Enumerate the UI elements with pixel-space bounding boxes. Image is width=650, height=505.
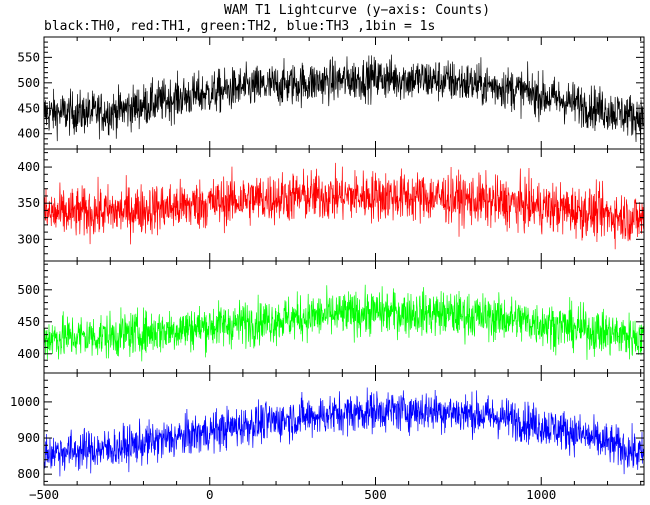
series-line-th0 bbox=[44, 54, 644, 144]
y-tick-label: 500 bbox=[17, 282, 40, 297]
x-tick-label: 500 bbox=[364, 487, 387, 502]
x-tick-label: −500 bbox=[29, 487, 59, 502]
y-tick-label: 900 bbox=[17, 430, 40, 445]
y-tick-label: 500 bbox=[17, 75, 40, 90]
y-tick-label: 400 bbox=[17, 126, 40, 141]
y-tick-label: 450 bbox=[17, 314, 40, 329]
y-tick-label: 300 bbox=[17, 231, 40, 246]
y-tick-label: 400 bbox=[17, 159, 40, 174]
y-tick-label: 1000 bbox=[10, 394, 40, 409]
x-tick-label: 0 bbox=[206, 487, 214, 502]
y-tick-label: 800 bbox=[17, 466, 40, 481]
y-tick-label: 400 bbox=[17, 346, 40, 361]
chart-title: WAM T1 Lightcurve (y−axis: Counts) bbox=[224, 3, 490, 18]
y-tick-label: 550 bbox=[17, 49, 40, 64]
panel-th2: 400 450 500 bbox=[17, 260, 645, 374]
y-tick-label: 350 bbox=[17, 195, 40, 210]
series-line-th3 bbox=[44, 387, 644, 477]
series-line-th1 bbox=[44, 162, 644, 250]
panel-th1: 300 350 400 bbox=[17, 148, 645, 262]
chart-subtitle: black:TH0, red:TH1, green:TH2, blue:TH3 … bbox=[44, 19, 435, 34]
x-tick-label: 1000 bbox=[526, 487, 556, 502]
panels: 400 450 500 550 300 350 400 400 450 500 800 900 1000 bbox=[10, 36, 645, 486]
series-line-th2 bbox=[44, 284, 644, 362]
y-tick-label: 450 bbox=[17, 100, 40, 115]
panel-th0: 400 450 500 550 bbox=[17, 36, 645, 150]
panel-th3: 800 900 1000 bbox=[10, 372, 645, 486]
panel-frame bbox=[43, 372, 645, 486]
